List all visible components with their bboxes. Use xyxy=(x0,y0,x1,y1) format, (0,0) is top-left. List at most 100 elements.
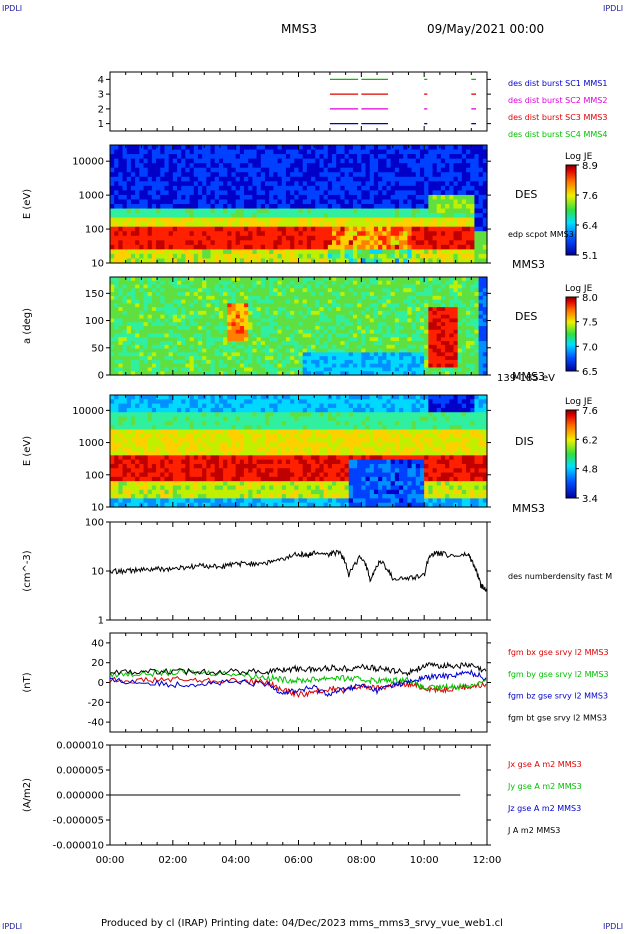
heatmap-cell xyxy=(344,226,350,232)
heatmap-cell xyxy=(415,185,421,191)
heatmap-cell xyxy=(223,363,228,369)
heatmap-cell xyxy=(369,235,375,241)
heatmap-cell xyxy=(390,190,396,196)
heatmap-cell xyxy=(432,222,438,228)
heatmap-cell xyxy=(135,217,140,223)
heatmap-cell xyxy=(114,303,119,308)
heatmap-cell xyxy=(298,333,304,338)
heatmap-cell xyxy=(227,284,233,289)
heatmap-cell xyxy=(415,359,421,365)
heatmap-cell xyxy=(457,145,463,151)
heatmap-cell xyxy=(260,310,266,316)
heatmap-cell xyxy=(285,277,291,282)
heatmap-cell xyxy=(269,204,274,210)
heatmap-cell xyxy=(336,322,341,327)
heatmap-cell xyxy=(185,163,191,169)
heatmap-cell xyxy=(352,292,358,297)
heatmap-cell xyxy=(110,416,115,422)
heatmap-cell xyxy=(306,329,312,335)
heatmap-cell xyxy=(235,318,241,323)
heatmap-cell xyxy=(390,208,396,214)
heatmap-cell xyxy=(336,337,341,342)
heatmap-cell xyxy=(298,318,304,323)
heatmap-cell xyxy=(193,213,199,219)
heatmap-cell xyxy=(277,341,283,346)
heatmap-cell xyxy=(122,163,128,169)
heatmap-cell xyxy=(390,310,396,316)
heatmap-cell xyxy=(185,181,191,187)
heatmap-cell xyxy=(202,303,207,308)
heatmap-cell xyxy=(231,181,237,187)
heatmap-cell xyxy=(156,333,161,338)
heatmap-cell xyxy=(470,253,476,260)
heatmap-cell xyxy=(223,326,228,331)
heatmap-cell xyxy=(340,226,346,232)
heatmap-cell xyxy=(235,149,241,155)
heatmap-cell xyxy=(147,284,153,289)
heatmap-cell xyxy=(256,299,262,304)
heatmap-cell xyxy=(357,307,362,312)
heatmap-cell xyxy=(453,235,459,241)
heatmap-cell xyxy=(181,363,186,369)
heatmap-cell xyxy=(218,310,224,316)
heatmap-cell xyxy=(256,244,262,250)
heatmap-cell xyxy=(403,337,409,342)
heatmap-cell xyxy=(352,284,358,289)
heatmap-cell xyxy=(290,280,295,286)
heatmap-cell xyxy=(164,222,170,228)
heatmap-cell xyxy=(210,231,216,237)
heatmap-cell xyxy=(432,295,438,301)
heatmap-cell xyxy=(457,348,463,353)
heatmap-cell xyxy=(273,367,279,372)
heatmap-cell xyxy=(277,154,283,160)
heatmap-cell xyxy=(168,359,174,365)
heatmap-cell xyxy=(382,318,388,323)
heatmap-cell xyxy=(419,277,425,282)
heatmap-cell xyxy=(147,213,153,219)
heatmap-cell xyxy=(168,222,174,228)
heatmap-cell xyxy=(156,249,161,255)
heatmap-cell xyxy=(277,199,283,205)
heatmap-cell xyxy=(206,154,212,160)
heatmap-cell xyxy=(428,240,434,246)
heatmap-cell xyxy=(390,352,396,357)
heatmap-cell xyxy=(344,326,350,331)
heatmap-cell xyxy=(482,367,488,372)
heatmap-cell xyxy=(110,181,115,187)
heatmap-cell xyxy=(466,222,471,228)
heatmap-cell xyxy=(474,326,480,331)
heatmap-cell xyxy=(457,352,463,357)
heatmap-cell xyxy=(264,213,270,219)
heatmap-cell xyxy=(290,292,295,297)
heatmap-cell xyxy=(202,163,207,169)
heatmap-cell xyxy=(110,326,115,331)
heatmap-cell xyxy=(214,167,220,173)
heatmap-cell xyxy=(143,222,149,228)
heatmap-cell xyxy=(306,284,312,289)
heatmap-cell xyxy=(432,371,438,376)
heatmap-cell xyxy=(193,204,199,210)
heatmap-cell xyxy=(357,149,362,155)
heatmap-cell xyxy=(399,240,404,246)
heatmap-cell xyxy=(172,352,178,357)
heatmap-cell xyxy=(223,359,228,365)
heatmap-cell xyxy=(218,163,224,169)
heatmap-cell xyxy=(177,258,182,264)
heatmap-cell xyxy=(231,145,237,151)
heatmap-cell xyxy=(340,172,346,178)
heatmap-cell xyxy=(415,222,421,228)
heatmap-cell xyxy=(399,337,404,342)
heatmap-cell xyxy=(382,194,388,201)
heatmap-cell xyxy=(470,176,476,182)
heatmap-cell xyxy=(189,299,195,304)
heatmap-cell xyxy=(114,172,119,178)
heatmap-cell xyxy=(415,213,421,219)
heatmap-cell xyxy=(357,190,362,196)
heatmap-cell xyxy=(248,329,254,335)
heatmap-cell xyxy=(239,292,245,297)
heatmap-cell xyxy=(394,307,400,312)
heatmap-cell xyxy=(206,231,212,237)
heatmap-cell xyxy=(168,314,174,320)
heatmap-cell xyxy=(440,172,446,178)
heatmap-cell xyxy=(390,337,396,342)
